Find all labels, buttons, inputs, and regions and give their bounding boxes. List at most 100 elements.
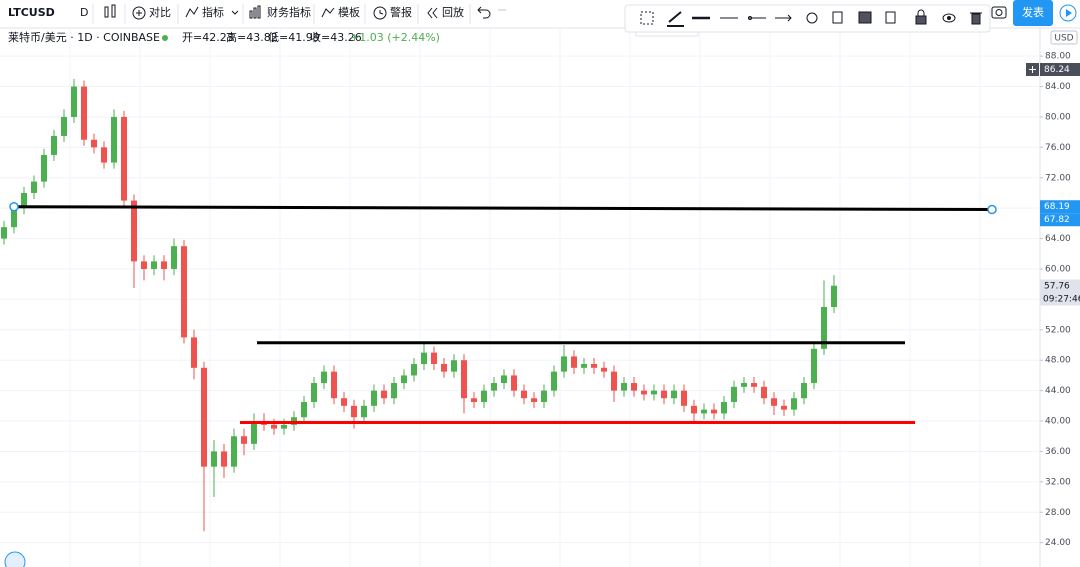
candle-body [621,383,627,391]
candle-body [511,375,517,391]
y-tick-label: 84.00 [1045,82,1071,92]
candle-body [21,192,27,209]
candle-body [241,436,247,444]
candle-body [231,436,237,467]
candle-body [51,135,57,155]
candle-body [341,398,347,406]
currency-box [1050,30,1078,45]
candle-body [11,208,17,228]
candle-body [551,371,557,391]
icons [104,4,506,20]
candle-body [811,348,817,384]
price-marker [1040,63,1080,77]
logo [4,551,26,567]
candle-body [251,421,257,444]
candle-body [101,147,107,163]
candle-body [151,261,157,269]
candle-body [391,383,397,399]
time-grid [69,28,981,567]
candle-body [581,364,587,368]
candle-body [531,398,537,403]
candle-body [321,371,327,384]
candle-body [121,116,127,201]
candle-body [331,371,337,399]
candle-body [61,116,67,136]
candle-body [481,390,487,403]
candle-body [291,417,297,425]
candle-body [611,371,617,391]
y-tick-label: 32.00 [1045,477,1071,487]
publish-label[interactable]: 发表 [1022,5,1044,19]
candle-body [521,390,527,399]
candle-body [801,383,807,399]
templates-button[interactable]: 模板 [338,5,360,19]
replay-play[interactable] [1059,4,1077,22]
candle-body [771,398,777,406]
candle-body [791,398,797,410]
publish-button[interactable] [1013,0,1053,26]
compare-button[interactable]: 对比 [149,5,171,19]
candle-body [41,154,47,182]
candle-body [701,409,707,414]
plus-icon [1029,66,1036,74]
legend-change: +1.03 (+2.44%) [350,31,440,44]
candle-body [1,227,7,239]
symbol[interactable]: LTCUSD [8,6,55,19]
candle-body [721,402,727,414]
candle-body [711,409,717,414]
candle-body [641,390,647,395]
price-axis: 24.00 28.00 32.00 36.00 40.00 44.00 48.00 52.00… [1026,30,1080,548]
candle-body [761,386,767,399]
price-marker-label: 57.76 [1044,282,1070,292]
line-handle [9,201,19,212]
candle-body [471,398,477,403]
candle-body [361,405,367,418]
candle-body [131,200,137,262]
candle-body [491,383,497,391]
candle-body [401,375,407,384]
legend-high: 高=43.82 [226,30,278,44]
candle-body [781,405,787,410]
candle-body [351,405,357,418]
y-tick-label: 52.00 [1045,325,1071,335]
price-marker [1040,200,1080,214]
y-tick-label: 44.00 [1045,386,1071,396]
candle-body [731,386,737,403]
candle-body [751,383,757,387]
price-marker [1040,213,1080,227]
candle-body [381,390,387,399]
replay-button[interactable]: 回放 [442,5,464,19]
candle-body [501,375,507,384]
play-icon [1066,9,1072,17]
candle-body [691,405,697,414]
market-status [162,35,168,41]
alert-button[interactable]: 警报 [390,5,412,19]
y-tick-label: 48.00 [1045,356,1071,366]
candle-body [741,383,747,387]
y-tick-label: 88.00 [1045,52,1071,62]
y-tick-label: 24.00 [1045,538,1071,548]
price-marker-label: 67.82 [1044,215,1070,225]
candle-body [681,390,687,406]
candle-body [371,390,377,406]
interval[interactable]: D [80,6,88,19]
candle-body [171,246,177,269]
currency: USD [1054,34,1073,44]
y-tick-label: 28.00 [1045,508,1071,518]
indicators-button[interactable]: 指标 [202,5,224,19]
candle-body [141,261,147,269]
drawing-toolbar [624,4,991,37]
price-marker [1040,279,1080,293]
line-handle [987,204,997,215]
financials-button[interactable]: 财务指标 [267,5,311,19]
legend-low: 低=41.99 [268,31,320,44]
candle-body [201,367,207,467]
candle-body [541,390,547,403]
candle-body [281,424,287,429]
plot-area [1,78,997,532]
candle-body [431,352,437,365]
camera-icon[interactable] [991,6,1007,19]
y-tick-label: 60.00 [1045,264,1071,274]
